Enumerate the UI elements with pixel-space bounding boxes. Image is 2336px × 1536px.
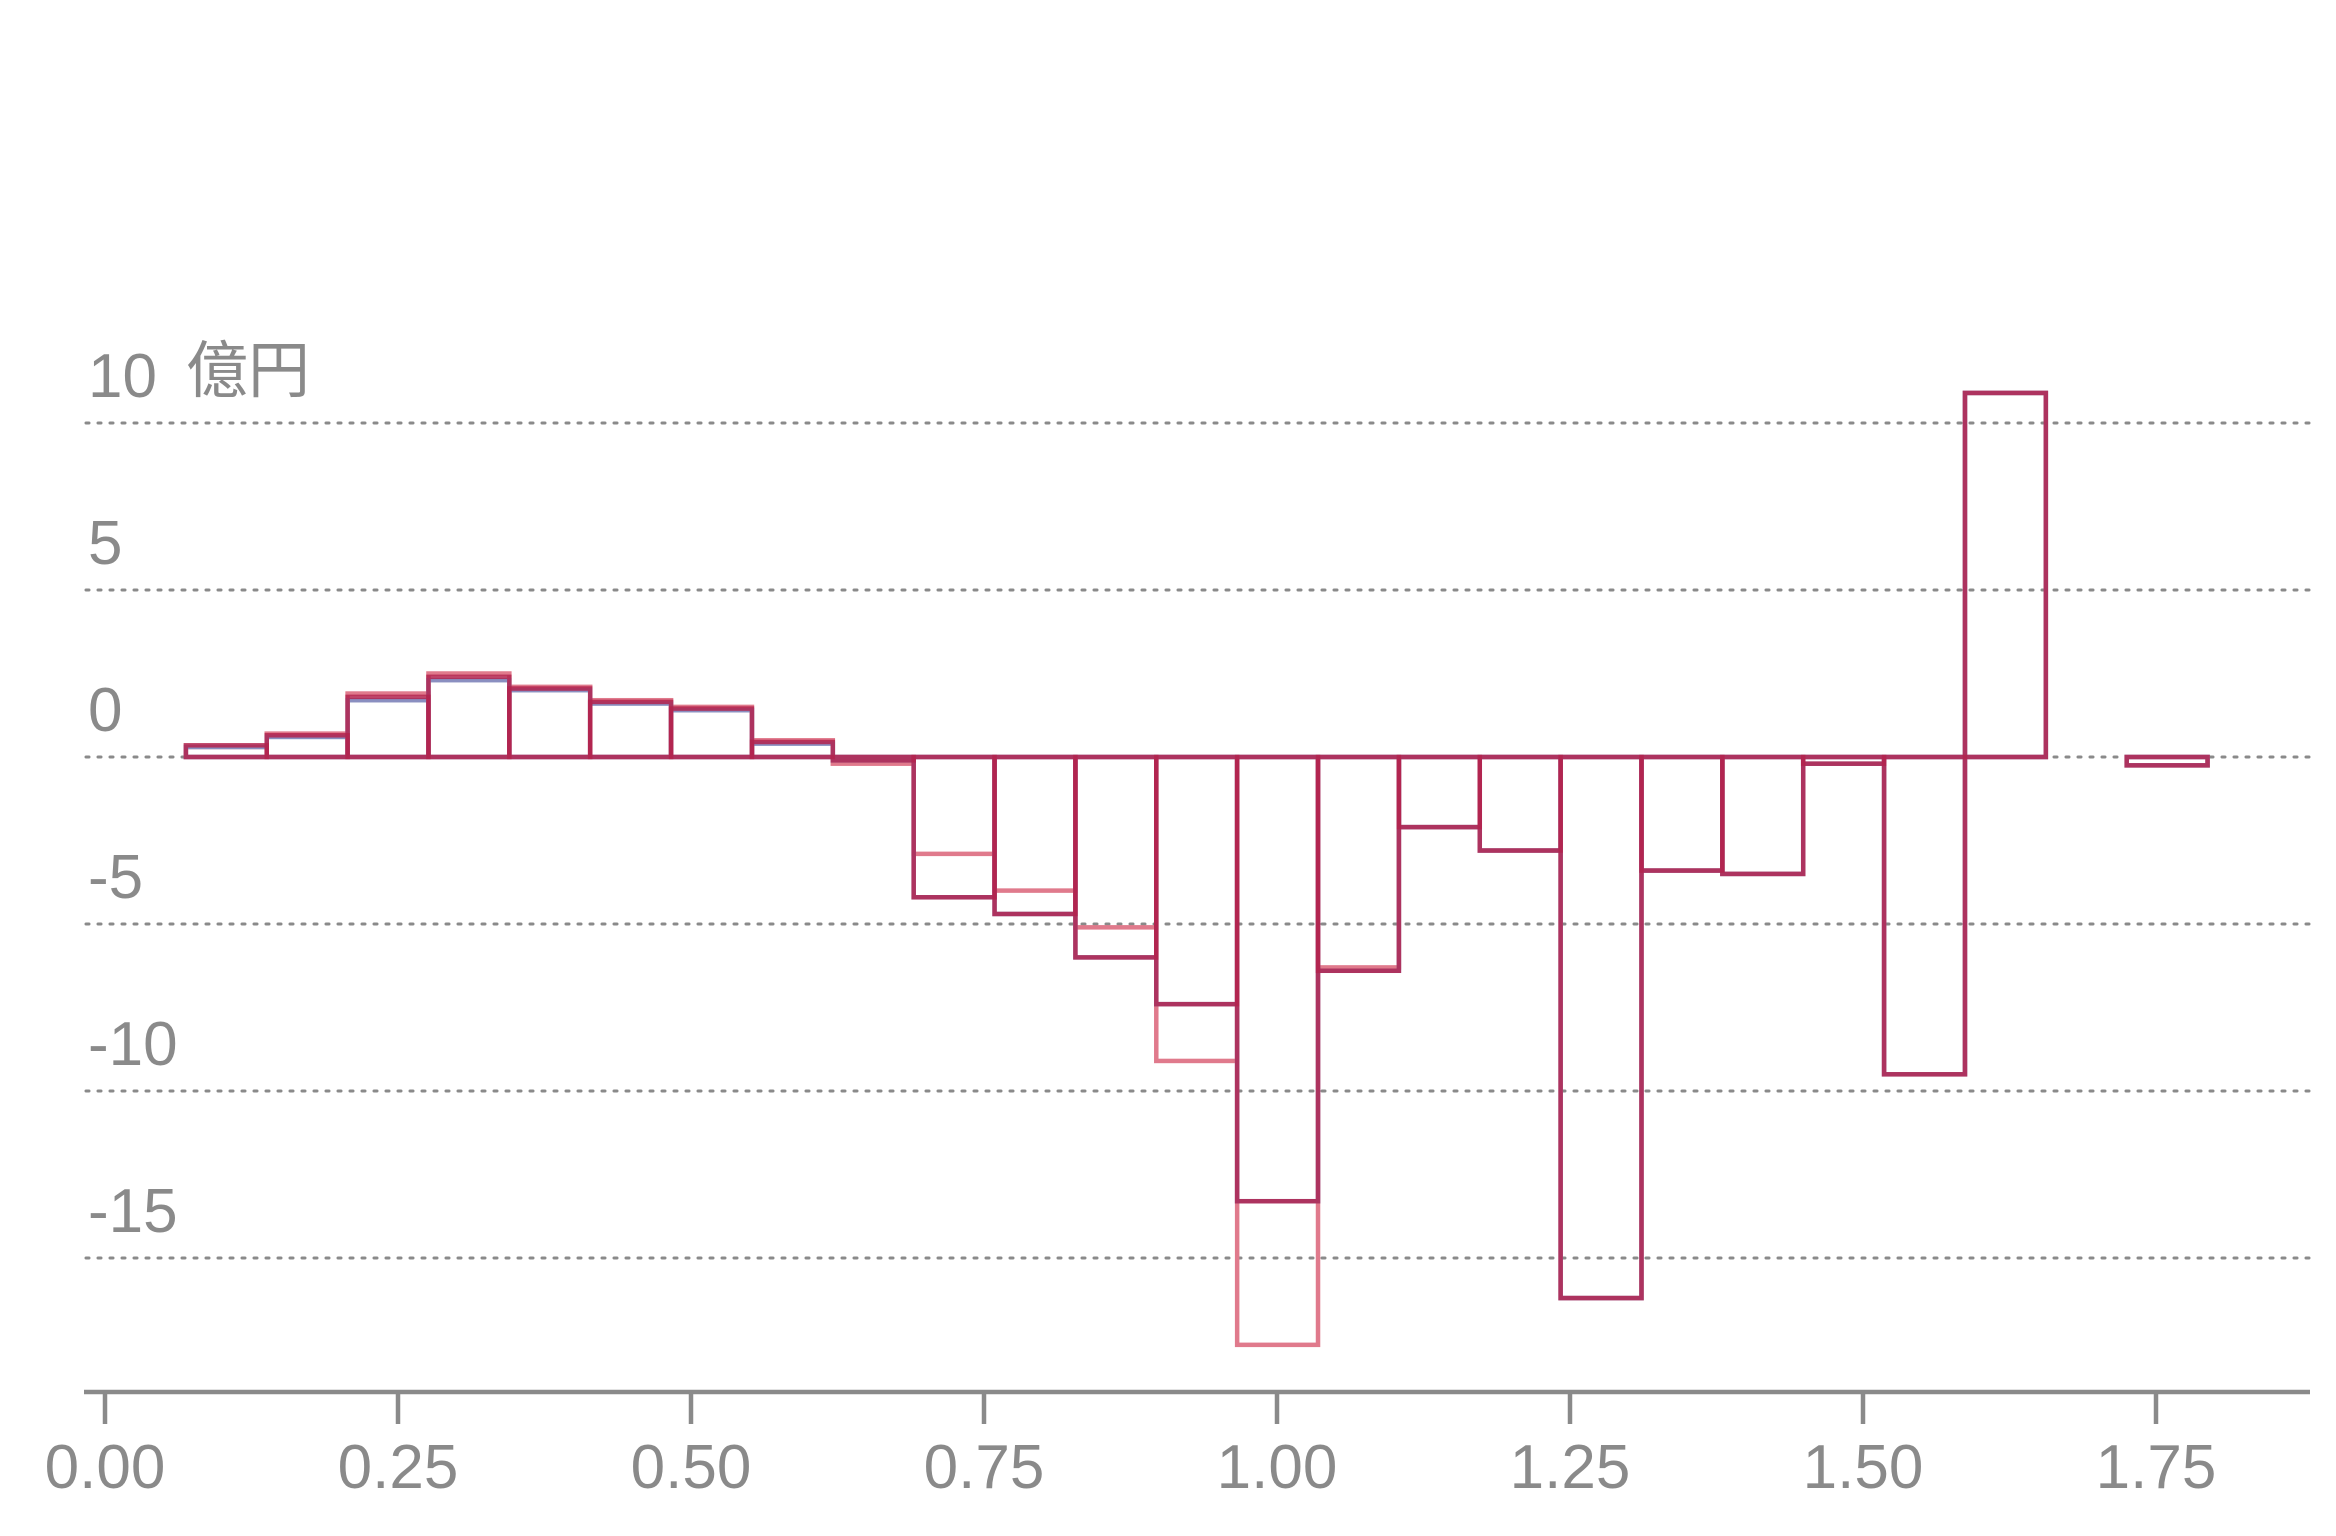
- bar: [1315, 754, 1402, 970]
- bar: [587, 699, 674, 760]
- bar: [1720, 754, 1806, 877]
- bar: [2124, 754, 2210, 768]
- bar: [426, 671, 512, 760]
- bar: [1962, 390, 2049, 760]
- bar: [1477, 754, 1563, 853]
- bar: [749, 739, 836, 760]
- y-tick-label: -10: [88, 1010, 178, 1079]
- bar: [1315, 754, 1402, 974]
- bar: [587, 701, 674, 760]
- bar: [1558, 754, 1644, 1301]
- bar: [1881, 754, 1968, 1077]
- x-tick-label: 1.00: [1217, 1433, 1338, 1502]
- bar: [911, 754, 997, 900]
- bar: [1720, 754, 1806, 877]
- bar: [992, 754, 1078, 893]
- bar: [1477, 754, 1563, 853]
- x-tick-label: 0.25: [338, 1433, 459, 1502]
- y-unit-label: 億円: [186, 334, 310, 407]
- y-tick-label: 10: [88, 342, 157, 411]
- bar: [1558, 754, 1644, 1301]
- bar: [1154, 754, 1240, 1064]
- gridlines: [84, 421, 2312, 1260]
- x-tick-label: 0.00: [45, 1433, 166, 1502]
- bar: [1396, 754, 1483, 830]
- bar: [1639, 754, 1725, 873]
- y-tick-label: -15: [88, 1177, 178, 1246]
- bar: [1881, 754, 1968, 1077]
- x-tick-label: 0.75: [924, 1433, 1045, 1502]
- series-0: [183, 390, 2210, 1348]
- bar: [1315, 754, 1402, 974]
- bar: [1234, 754, 1321, 1204]
- bar: [1962, 390, 2049, 760]
- bar: [1639, 754, 1725, 873]
- y-tick-label: 5: [88, 509, 122, 578]
- bar: [507, 686, 593, 760]
- bar: [668, 704, 755, 760]
- bar: [587, 697, 674, 760]
- bars: [183, 390, 2210, 1348]
- bar: [1639, 754, 1725, 873]
- bar: [345, 691, 431, 760]
- bar: [1800, 754, 1887, 766]
- x-tick-label: 1.75: [2096, 1433, 2217, 1502]
- bar: [507, 687, 593, 760]
- series-2: [183, 390, 2210, 1301]
- bar: [911, 754, 997, 900]
- bar: [830, 754, 916, 763]
- bar: [1477, 754, 1563, 853]
- bar: [1881, 754, 1968, 1077]
- bar: [264, 734, 350, 760]
- x-tick-label: 0.50: [631, 1433, 752, 1502]
- bar: [507, 684, 593, 760]
- bar: [1234, 754, 1321, 1204]
- bar: [426, 677, 512, 760]
- bar: [1073, 754, 1159, 930]
- series-1: [183, 390, 2210, 1301]
- bar: [1154, 754, 1240, 1007]
- bar: [1558, 754, 1644, 1301]
- bar: [1396, 754, 1483, 830]
- bar: [911, 754, 997, 857]
- x-tick-label: 1.25: [1510, 1433, 1631, 1502]
- bar: [183, 743, 269, 760]
- bar: [1396, 754, 1483, 830]
- bar: [345, 694, 431, 760]
- bar: [345, 697, 431, 760]
- x-ticks: 0.00 0.25 0.50 0.75 1.00 1.25 1.50 1.75: [45, 1392, 2217, 1502]
- bar: [668, 707, 755, 760]
- bar: [1720, 754, 1806, 877]
- bar: [426, 674, 512, 760]
- bar: [1154, 754, 1240, 1007]
- bar: [668, 706, 755, 760]
- x-tick-label: 1.50: [1803, 1433, 1924, 1502]
- y-tick-label: -5: [88, 843, 143, 912]
- y-tick-label: 0: [88, 676, 122, 745]
- y-tick-labels: -15 -10 -5 0 5 10: [88, 342, 178, 1246]
- bar: [1962, 390, 2049, 760]
